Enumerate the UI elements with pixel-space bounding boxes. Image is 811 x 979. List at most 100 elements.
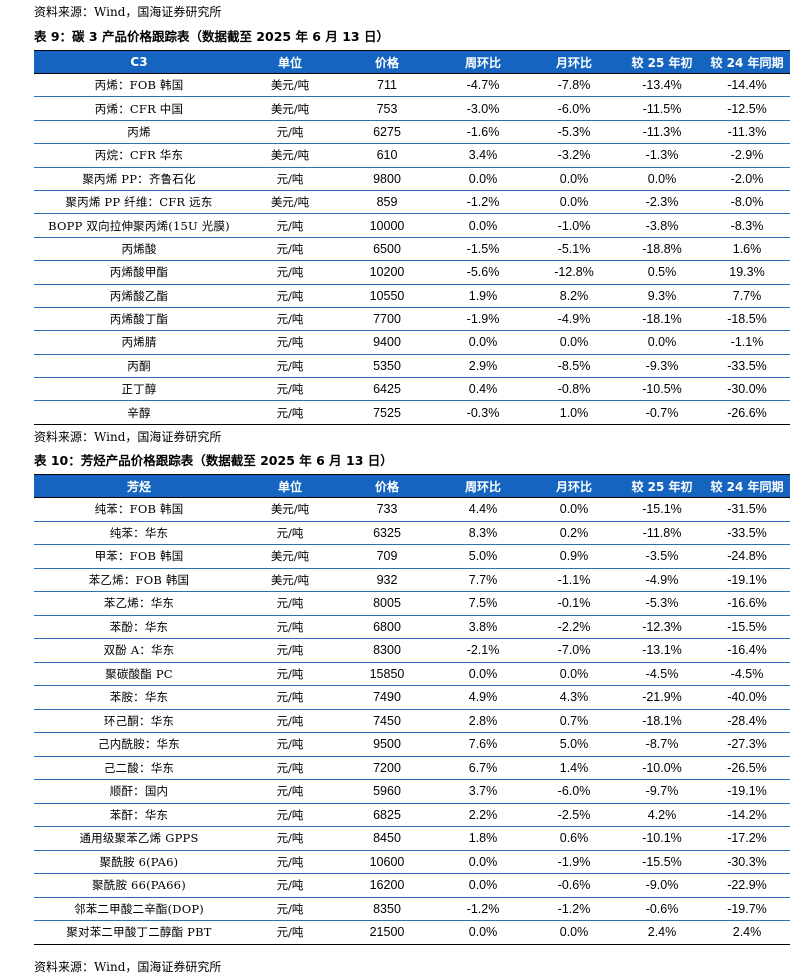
source-note-bottom: 资料来源：Wind，国海证券研究所 [34,960,222,974]
ytd-cell: -4.9% [620,568,704,592]
yoy-cell: -19.7% [704,897,790,921]
wow-cell: 4.4% [438,497,528,522]
table10-body: 纯苯：FOB 韩国 美元/吨 733 4.4% 0.0% -15.1% -31.5% 纯苯：华… [34,497,790,945]
price-cell: 733 [336,497,438,522]
mom-cell: 1.0% [528,400,620,425]
table-row: 苯胺：华东 元/吨 7490 4.9% 4.3% -21.9% -40.0% [34,685,790,710]
product-cell: 聚酰胺 66(PA66) [34,873,244,898]
ytd-cell: -18.1% [620,307,704,332]
price-cell: 10550 [336,284,438,308]
table-row: 环己酮：华东 元/吨 7450 2.8% 0.7% -18.1% -28.4% [34,709,790,733]
table-row: 丙酮 元/吨 5350 2.9% -8.5% -9.3% -33.5% [34,354,790,379]
table10-header-product: 芳烃 [34,474,244,498]
unit-cell: 元/吨 [244,330,336,355]
product-cell: 顺酐：国内 [34,779,244,804]
unit-cell: 元/吨 [244,662,336,686]
wow-cell: -1.6% [438,120,528,145]
wow-cell: 7.7% [438,568,528,592]
unit-cell: 元/吨 [244,779,336,804]
ytd-cell: -10.0% [620,756,704,780]
table-row: 邻苯二甲酸二辛酯(DOP) 元/吨 8350 -1.2% -1.2% -0.6% -19.7… [34,897,790,921]
price-cell: 610 [336,143,438,168]
mom-cell: 8.2% [528,284,620,308]
yoy-cell: -18.5% [704,307,790,332]
yoy-cell: -19.1% [704,779,790,804]
unit-cell: 元/吨 [244,237,336,262]
table10-header-wow: 周环比 [438,474,528,498]
yoy-cell: -15.5% [704,615,790,639]
product-cell: 正丁醇 [34,377,244,402]
unit-cell: 元/吨 [244,850,336,874]
ytd-cell: -4.5% [620,662,704,686]
wow-cell: 0.4% [438,377,528,402]
table9-header-product: C3 [34,50,244,74]
wow-cell: 2.9% [438,354,528,379]
wow-cell: -0.3% [438,400,528,425]
ytd-cell: 9.3% [620,284,704,308]
table-row: 辛醇 元/吨 7525 -0.3% 1.0% -0.7% -26.6% [34,400,790,425]
price-cell: 753 [336,96,438,121]
product-cell: 聚酰胺 6(PA6) [34,850,244,874]
mom-cell: -8.5% [528,354,620,379]
yoy-cell: 2.4% [704,920,790,945]
yoy-cell: -24.8% [704,544,790,569]
unit-cell: 元/吨 [244,120,336,145]
yoy-cell: -16.6% [704,591,790,616]
mom-cell: 0.9% [528,544,620,569]
unit-cell: 元/吨 [244,709,336,733]
table9-caption: 表 9：碳 3 产品价格跟踪表（数据截至 2025 年 6 月 13 日） [34,29,389,44]
table10-header-mom: 月环比 [528,474,620,498]
table9-header-yoy: 较 24 年同期 [704,50,790,74]
wow-cell: 0.0% [438,213,528,238]
product-cell: 通用级聚苯乙烯 GPPS [34,826,244,851]
wow-cell: 3.8% [438,615,528,639]
ytd-cell: -13.1% [620,638,704,663]
yoy-cell: 19.3% [704,260,790,285]
price-cell: 6800 [336,615,438,639]
mom-cell: 0.0% [528,167,620,191]
wow-cell: 0.0% [438,330,528,355]
mom-cell: -0.8% [528,377,620,402]
table-row: 丙烯：CFR 中国 美元/吨 753 -3.0% -6.0% -11.5% -12.5% [34,96,790,121]
unit-cell: 元/吨 [244,685,336,710]
yoy-cell: -8.0% [704,190,790,215]
wow-cell: 0.0% [438,850,528,874]
table-row: 丙烷：CFR 华东 美元/吨 610 3.4% -3.2% -1.3% -2.9% [34,143,790,168]
yoy-cell: 7.7% [704,284,790,308]
table-row: 正丁醇 元/吨 6425 0.4% -0.8% -10.5% -30.0% [34,377,790,402]
yoy-cell: -26.6% [704,400,790,425]
unit-cell: 元/吨 [244,897,336,921]
unit-cell: 元/吨 [244,167,336,191]
mom-cell: -0.6% [528,873,620,898]
wow-cell: 7.6% [438,732,528,757]
table10-header-yoy: 较 24 年同期 [704,474,790,498]
table10-header-price: 价格 [336,474,438,498]
yoy-cell: -40.0% [704,685,790,710]
price-cell: 9400 [336,330,438,355]
yoy-cell: -19.1% [704,568,790,592]
mom-cell: 0.0% [528,190,620,215]
unit-cell: 美元/吨 [244,143,336,168]
table9-header-unit: 单位 [244,50,336,74]
product-cell: BOPP 双向拉伸聚丙烯(15U 光膜) [34,213,244,238]
ytd-cell: -10.5% [620,377,704,402]
unit-cell: 元/吨 [244,260,336,285]
table10-header-ytd: 较 25 年初 [620,474,704,498]
mom-cell: 0.7% [528,709,620,733]
product-cell: 苯酐：华东 [34,803,244,827]
product-cell: 环己酮：华东 [34,709,244,733]
wow-cell: 8.3% [438,521,528,545]
wow-cell: -5.6% [438,260,528,285]
wow-cell: 3.7% [438,779,528,804]
yoy-cell: -33.5% [704,354,790,379]
mom-cell: -3.2% [528,143,620,168]
product-cell: 丙烯：FOB 韩国 [34,73,244,98]
ytd-cell: -9.3% [620,354,704,379]
table-row: 双酚 A：华东 元/吨 8300 -2.1% -7.0% -13.1% -16.4% [34,638,790,663]
ytd-cell: -9.7% [620,779,704,804]
mom-cell: -1.0% [528,213,620,238]
wow-cell: 5.0% [438,544,528,569]
unit-cell: 元/吨 [244,521,336,545]
unit-cell: 美元/吨 [244,568,336,592]
price-cell: 709 [336,544,438,569]
